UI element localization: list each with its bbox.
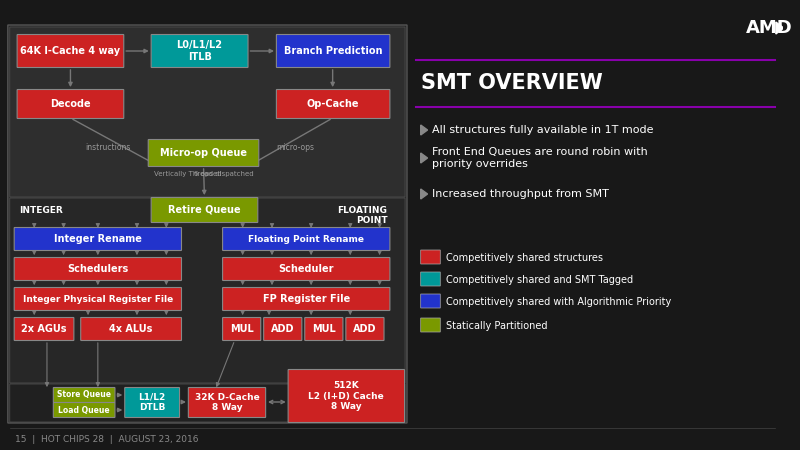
- Text: 15  |  HOT CHIPS 28  |  AUGUST 23, 2016: 15 | HOT CHIPS 28 | AUGUST 23, 2016: [14, 436, 198, 445]
- FancyBboxPatch shape: [222, 318, 261, 341]
- FancyBboxPatch shape: [8, 25, 407, 423]
- FancyBboxPatch shape: [421, 250, 440, 264]
- Text: AMD: AMD: [746, 19, 792, 37]
- FancyBboxPatch shape: [421, 294, 440, 308]
- Text: micro-ops: micro-ops: [276, 144, 314, 153]
- FancyBboxPatch shape: [10, 27, 405, 197]
- FancyBboxPatch shape: [14, 318, 74, 341]
- FancyBboxPatch shape: [288, 369, 405, 423]
- Text: Statically Partitioned: Statically Partitioned: [446, 321, 548, 331]
- FancyBboxPatch shape: [14, 288, 182, 310]
- Polygon shape: [776, 22, 784, 34]
- Text: Decode: Decode: [50, 99, 90, 109]
- FancyBboxPatch shape: [151, 198, 258, 222]
- Text: Integer Rename: Integer Rename: [54, 234, 142, 244]
- Text: Retire Queue: Retire Queue: [168, 205, 241, 215]
- Text: Front End Queues are round robin with
priority overrides: Front End Queues are round robin with pr…: [433, 147, 648, 169]
- FancyBboxPatch shape: [421, 318, 440, 332]
- Polygon shape: [421, 153, 427, 163]
- Polygon shape: [421, 125, 427, 135]
- Text: Load Queue: Load Queue: [58, 405, 110, 414]
- Text: Scheduler: Scheduler: [278, 264, 334, 274]
- FancyBboxPatch shape: [148, 140, 258, 166]
- Text: L1/L2
DTLB: L1/L2 DTLB: [138, 393, 166, 412]
- FancyBboxPatch shape: [17, 35, 124, 68]
- FancyBboxPatch shape: [305, 318, 343, 341]
- Text: 2x AGUs: 2x AGUs: [22, 324, 66, 334]
- Text: Branch Prediction: Branch Prediction: [284, 46, 382, 56]
- FancyBboxPatch shape: [17, 90, 124, 118]
- FancyBboxPatch shape: [14, 228, 182, 251]
- Text: Schedulers: Schedulers: [67, 264, 129, 274]
- Text: Micro-op Queue: Micro-op Queue: [160, 148, 247, 158]
- FancyBboxPatch shape: [10, 198, 405, 383]
- Text: MUL: MUL: [230, 324, 254, 334]
- FancyBboxPatch shape: [222, 288, 390, 310]
- FancyBboxPatch shape: [222, 228, 390, 251]
- FancyBboxPatch shape: [125, 387, 179, 418]
- Text: MUL: MUL: [312, 324, 336, 334]
- Text: Increased throughput from SMT: Increased throughput from SMT: [433, 189, 610, 199]
- Text: Competitively shared structures: Competitively shared structures: [446, 253, 603, 263]
- Text: Integer Physical Register File: Integer Physical Register File: [22, 294, 173, 303]
- Text: FP Register File: FP Register File: [262, 294, 350, 304]
- Text: SMT OVERVIEW: SMT OVERVIEW: [421, 73, 602, 93]
- Text: Floating Point Rename: Floating Point Rename: [248, 234, 364, 243]
- Text: 4x ALUs: 4x ALUs: [110, 324, 153, 334]
- Text: instructions: instructions: [86, 144, 131, 153]
- FancyBboxPatch shape: [346, 318, 384, 341]
- FancyBboxPatch shape: [276, 90, 390, 118]
- Text: 32K D-Cache
8 Way: 32K D-Cache 8 Way: [194, 393, 259, 412]
- Text: ADD: ADD: [353, 324, 377, 334]
- Text: All structures fully available in 1T mode: All structures fully available in 1T mod…: [433, 125, 654, 135]
- FancyBboxPatch shape: [151, 35, 248, 68]
- Text: Competitively shared with Algorithmic Priority: Competitively shared with Algorithmic Pr…: [446, 297, 671, 307]
- Text: FLOATING
POINT: FLOATING POINT: [338, 206, 387, 225]
- FancyBboxPatch shape: [222, 257, 390, 280]
- FancyBboxPatch shape: [264, 318, 302, 341]
- Text: 64K I-Cache 4 way: 64K I-Cache 4 way: [20, 46, 121, 56]
- Text: 512K
L2 (I+D) Cache
8 Way: 512K L2 (I+D) Cache 8 Way: [309, 381, 384, 411]
- FancyBboxPatch shape: [188, 387, 266, 418]
- FancyBboxPatch shape: [10, 384, 405, 422]
- FancyBboxPatch shape: [54, 402, 115, 418]
- Text: INTEGER: INTEGER: [19, 206, 63, 215]
- FancyBboxPatch shape: [14, 257, 182, 280]
- FancyBboxPatch shape: [421, 272, 440, 286]
- Text: ADD: ADD: [271, 324, 294, 334]
- Text: Store Queue: Store Queue: [57, 391, 111, 400]
- Polygon shape: [421, 189, 427, 199]
- Text: Op-Cache: Op-Cache: [307, 99, 359, 109]
- Text: L0/L1/L2
ITLB: L0/L1/L2 ITLB: [177, 40, 222, 62]
- FancyBboxPatch shape: [54, 387, 115, 402]
- Text: 6 ops dispatched: 6 ops dispatched: [194, 171, 254, 177]
- FancyBboxPatch shape: [276, 35, 390, 68]
- Text: Vertically Threaded: Vertically Threaded: [154, 171, 222, 177]
- Text: Competitively shared and SMT Tagged: Competitively shared and SMT Tagged: [446, 275, 634, 285]
- FancyBboxPatch shape: [81, 318, 182, 341]
